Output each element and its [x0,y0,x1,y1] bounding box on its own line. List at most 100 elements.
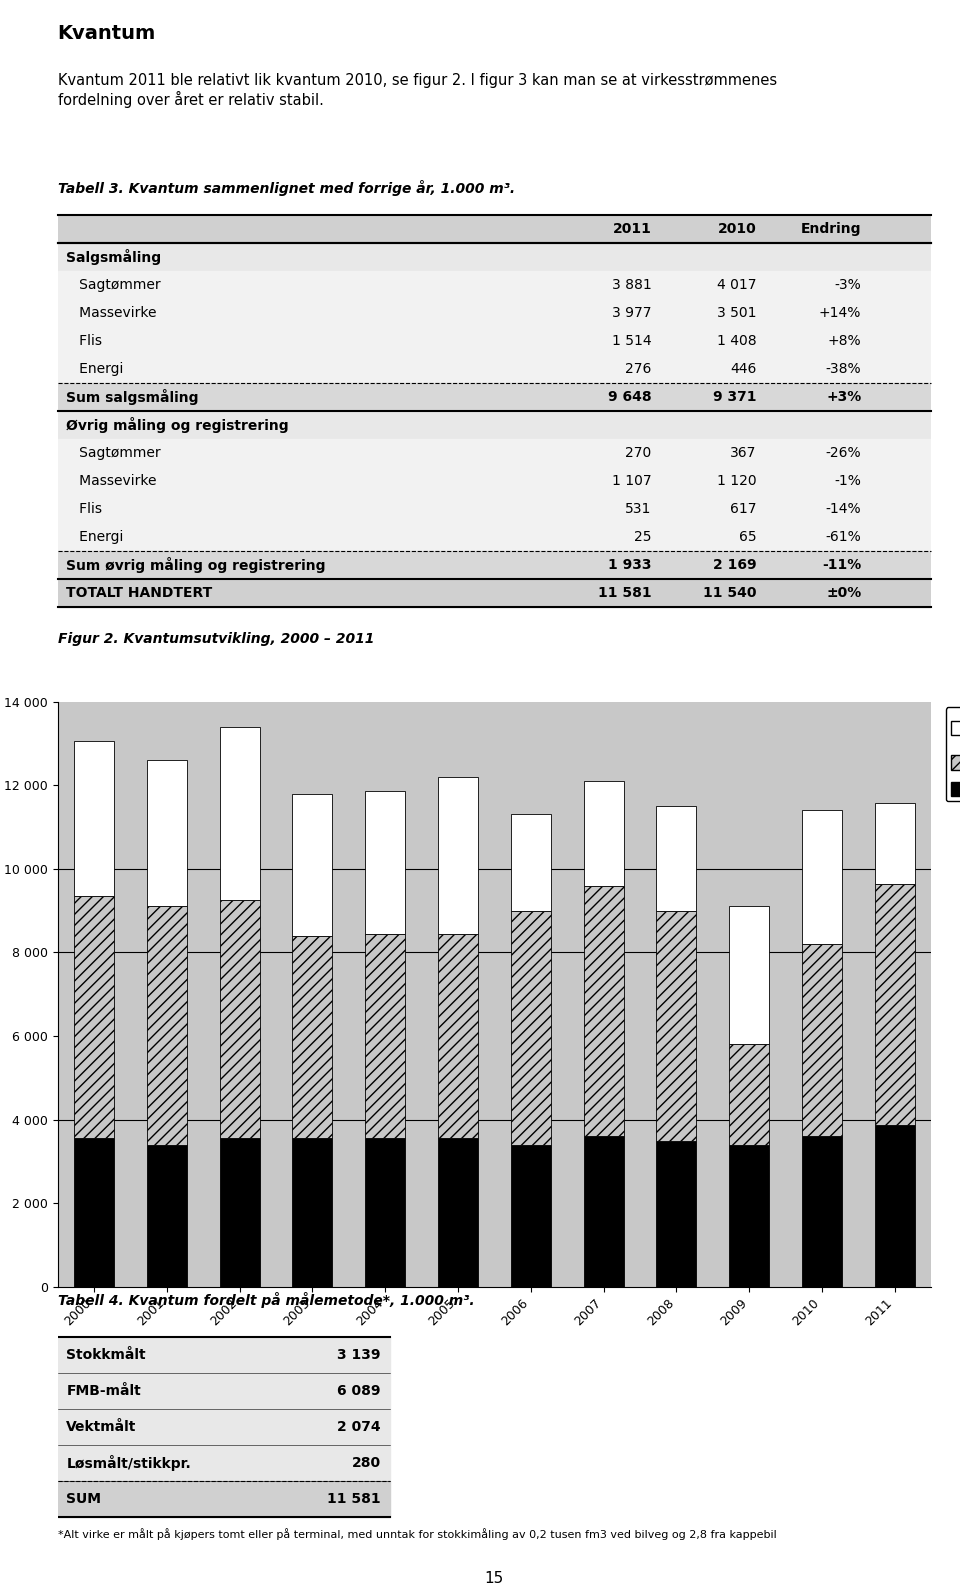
Bar [58,1482,390,1517]
Bar [74,1139,114,1286]
Bar [58,411,931,438]
Text: 6 089: 6 089 [337,1383,381,1397]
Bar [58,438,931,467]
Bar [293,1139,332,1286]
Bar [58,270,931,299]
Bar [802,1137,842,1286]
Text: 9 371: 9 371 [713,389,756,403]
Bar [584,886,624,1137]
Text: Kvantum 2011 ble relativt lik kvantum 2010, se figur 2. I figur 3 kan man se at : Kvantum 2011 ble relativt lik kvantum 20… [58,73,777,108]
Text: TOTALT HANDTERT: TOTALT HANDTERT [66,586,212,600]
Text: +8%: +8% [828,333,861,348]
Text: 1 107: 1 107 [612,473,652,488]
Bar [584,1137,624,1286]
Text: Endring: Endring [801,222,861,235]
Text: 1 408: 1 408 [717,333,756,348]
Bar [438,1139,478,1286]
Bar [220,900,259,1139]
Text: Flis: Flis [66,333,103,348]
Bar [58,522,931,551]
Bar [58,467,931,495]
Bar [657,910,696,1140]
Text: Massevirke: Massevirke [66,305,156,319]
Text: Energi: Energi [66,362,124,376]
Text: Sum salgsmåling: Sum salgsmåling [66,389,199,405]
Text: 367: 367 [731,446,756,461]
Bar [147,1145,187,1286]
Text: Figur 2. Kvantumsutvikling, 2000 – 2011: Figur 2. Kvantumsutvikling, 2000 – 2011 [58,632,374,646]
Text: 25: 25 [635,530,652,545]
Text: +14%: +14% [819,305,861,319]
Text: -61%: -61% [826,530,861,545]
Bar [74,896,114,1139]
Bar [293,935,332,1139]
Text: *Alt virke er målt på kjøpers tomt eller på terminal, med unntak for stokkimålin: *Alt virke er målt på kjøpers tomt eller… [58,1528,777,1540]
Text: ±0%: ±0% [826,586,861,600]
Text: -38%: -38% [826,362,861,376]
Text: 11 581: 11 581 [598,586,652,600]
Bar [875,883,915,1124]
Bar [657,1140,696,1286]
Text: Massevirke: Massevirke [66,473,156,488]
Text: 1 514: 1 514 [612,333,652,348]
Text: Øvrig måling og registrering: Øvrig måling og registrering [66,416,289,434]
Bar [365,791,405,934]
Bar [438,777,478,934]
Text: -26%: -26% [826,446,861,461]
Bar [58,299,931,327]
Text: -1%: -1% [834,473,861,488]
Bar [147,907,187,1145]
Bar [58,327,931,354]
Text: 2011: 2011 [612,222,652,235]
Bar [220,727,259,900]
Text: Løsmålt/stikkpr.: Løsmålt/stikkpr. [66,1455,191,1470]
Bar [58,1337,390,1374]
Text: Sagtømmer: Sagtømmer [66,278,161,292]
Text: Energi: Energi [66,530,124,545]
Bar [58,495,931,522]
Text: SUM: SUM [66,1493,102,1505]
Text: 2 169: 2 169 [713,557,756,572]
Text: FMB-målt: FMB-målt [66,1383,141,1397]
Text: -11%: -11% [822,557,861,572]
Text: 276: 276 [625,362,652,376]
Text: Sum øvrig måling og registrering: Sum øvrig måling og registrering [66,557,325,573]
Text: 1 933: 1 933 [608,557,652,572]
Bar [365,934,405,1139]
Text: 9 648: 9 648 [608,389,652,403]
Bar [58,1409,390,1445]
Text: Salgsmåling: Salgsmåling [66,249,161,265]
Bar [511,815,551,910]
Text: +3%: +3% [826,389,861,403]
Bar [802,945,842,1137]
Bar [58,383,931,411]
Text: Tabell 3. Kvantum sammenlignet med forrige år, 1.000 m³.: Tabell 3. Kvantum sammenlignet med forri… [58,179,515,195]
Text: Flis: Flis [66,502,103,516]
Bar [730,1145,769,1286]
Text: 2 074: 2 074 [337,1420,381,1434]
Bar [438,934,478,1139]
Text: 280: 280 [351,1456,381,1470]
Legend: Internmåling, registrering
osv., Salgsmåling massevirke,
flis og energi, Salgsmå: Internmåling, registrering osv., Salgsmå… [946,708,960,800]
Bar [58,580,931,607]
Bar [730,1045,769,1145]
Bar [220,1139,259,1286]
Text: 11 540: 11 540 [703,586,756,600]
Text: 2010: 2010 [718,222,756,235]
Bar [365,1139,405,1286]
Text: 15: 15 [485,1572,504,1586]
Bar [730,907,769,1045]
Text: 3 977: 3 977 [612,305,652,319]
Text: 11 581: 11 581 [327,1493,381,1505]
Text: Sagtømmer: Sagtømmer [66,446,161,461]
Text: Kvantum: Kvantum [58,24,156,43]
Text: 617: 617 [730,502,756,516]
Bar [657,807,696,910]
Text: 3 881: 3 881 [612,278,652,292]
Bar [74,742,114,896]
Bar [293,794,332,935]
Bar [58,1374,390,1409]
Text: 3 139: 3 139 [337,1348,381,1363]
Text: -3%: -3% [834,278,861,292]
Text: -14%: -14% [826,502,861,516]
